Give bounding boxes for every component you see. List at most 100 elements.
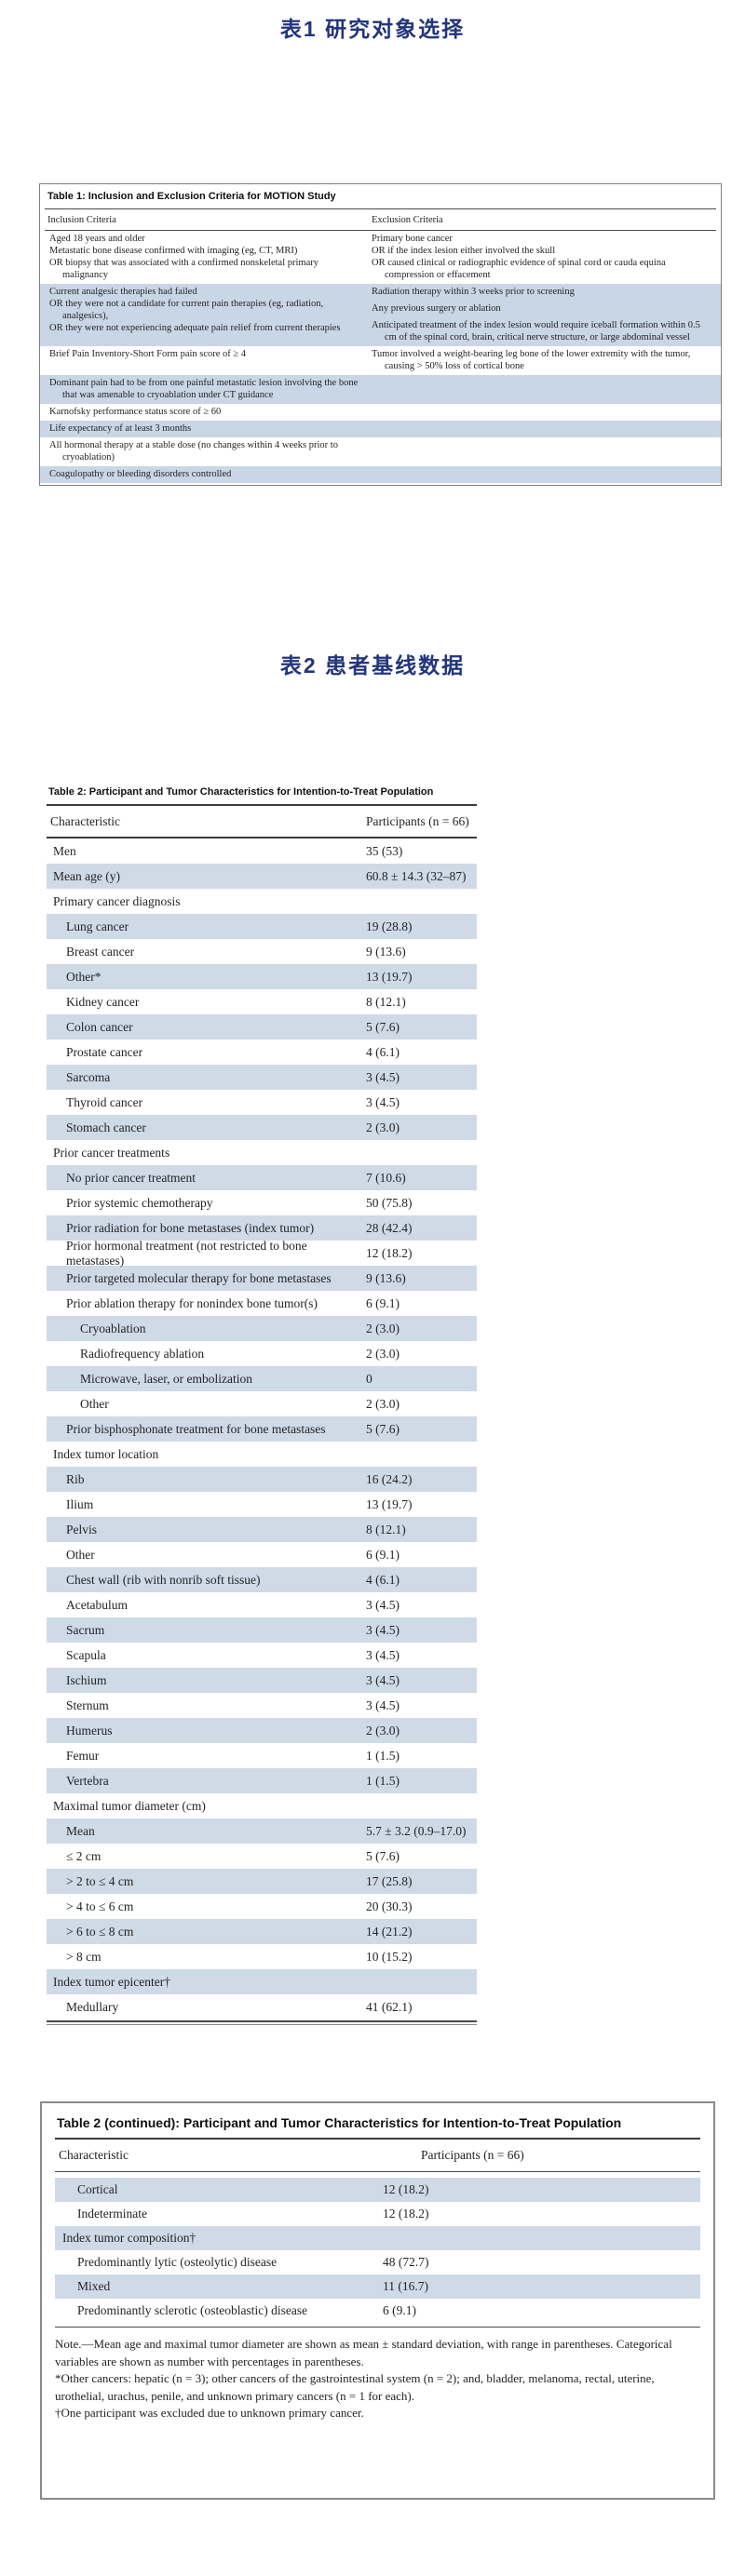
row-value: 12 (18.2) xyxy=(366,1245,413,1260)
table2-continued: Table 2 (continued): Participant and Tum… xyxy=(40,2101,715,2500)
table-row: ≤ 2 cm 5 (7.6) xyxy=(47,1844,477,1869)
table-row: Chest wall (rib with nonrib soft tissue)… xyxy=(47,1567,477,1592)
table-row: Sacrum 3 (4.5) xyxy=(47,1617,477,1643)
table-row: Index tumor composition† xyxy=(55,2226,700,2250)
table2c-col-participants: Participants (n = 66) xyxy=(421,2148,524,2162)
table-row: Rib 16 (24.2) xyxy=(47,1467,477,1492)
row-label: Predominantly sclerotic (osteoblastic) d… xyxy=(77,2303,308,2317)
table-row: Index tumor location xyxy=(47,1442,477,1467)
table-row: Humerus 2 (3.0) xyxy=(47,1718,477,1743)
row-label: Index tumor epicenter† xyxy=(53,1974,170,1989)
table2c-notes: Note.—Mean age and maximal tumor diamete… xyxy=(55,2328,700,2422)
row-value: 14 (21.2) xyxy=(366,1924,413,1939)
table-row: Men 35 (53) xyxy=(47,839,477,864)
row-value: 3 (4.5) xyxy=(366,1597,400,1612)
exclusion-cell: Tumor involved a weight-bearing leg bone… xyxy=(368,348,721,372)
table-row: Index tumor epicenter† xyxy=(47,1969,477,1994)
row-label: Thyroid cancer xyxy=(66,1094,143,1109)
inclusion-item: All hormonal therapy at a stable dose (n… xyxy=(49,440,338,463)
table1-body: Aged 18 years and older Metastatic bone … xyxy=(40,231,721,485)
exclusion-item: Anticipated treatment of the index lesio… xyxy=(372,320,700,342)
table2c-column-headers: Characteristic Participants (n = 66) xyxy=(55,2140,700,2171)
row-value: 9 (13.6) xyxy=(366,1270,406,1285)
table2-column-headers: Characteristic Participants (n = 66) xyxy=(47,806,477,837)
row-label: > 8 cm xyxy=(66,1949,102,1964)
row-label: Prior hormonal treatment (not restricted… xyxy=(66,1238,307,1268)
row-label: Other xyxy=(66,1547,95,1562)
exclusion-cell xyxy=(368,406,721,418)
table2c-body: Cortical 12 (18.2) Indeterminate 12 (18.… xyxy=(55,2172,700,2327)
row-value: 11 (16.7) xyxy=(383,2279,428,2293)
table2c-col-characteristic: Characteristic xyxy=(59,2148,129,2162)
table-row: Lung cancer 19 (28.8) xyxy=(47,914,477,939)
row-label: Medullary xyxy=(66,1999,119,2014)
table-row: Prior hormonal treatment (not restricted… xyxy=(47,1238,477,1268)
table2c-rule-top xyxy=(55,2138,700,2140)
inclusion-item: OR they were not a candidate for current… xyxy=(49,299,324,321)
table2c-rule-header xyxy=(55,2171,700,2172)
row-value: 2 (3.0) xyxy=(366,1321,400,1335)
row-value: 10 (15.2) xyxy=(366,1949,413,1964)
table-row: > 6 to ≤ 8 cm 14 (21.2) xyxy=(47,1919,477,1944)
row-value: 13 (19.7) xyxy=(366,1496,413,1511)
table-row: Aged 18 years and older Metastatic bone … xyxy=(40,231,721,284)
row-value: 19 (28.8) xyxy=(366,919,413,933)
row-label: Cryoablation xyxy=(80,1321,146,1335)
row-label: Cortical xyxy=(77,2182,118,2196)
inclusion-cell: Coagulopathy or bleeding disorders contr… xyxy=(40,468,368,480)
table2-rule-top xyxy=(47,804,477,806)
row-label: Men xyxy=(53,843,76,858)
inclusion-cell: Dominant pain had to be from one painful… xyxy=(40,377,368,401)
table1-column-headers: Inclusion Criteria Exclusion Criteria xyxy=(40,209,721,230)
row-label: Prior targeted molecular therapy for bon… xyxy=(66,1270,332,1285)
row-label: Breast cancer xyxy=(66,944,135,959)
row-value: 50 (75.8) xyxy=(366,1195,413,1210)
exclusion-item: Radiation therapy within 3 weeks prior t… xyxy=(372,287,575,297)
row-value: 2 (3.0) xyxy=(366,1346,400,1361)
row-value: 20 (30.3) xyxy=(366,1898,413,1913)
table2-rule-header xyxy=(47,837,477,839)
row-label: ≤ 2 cm xyxy=(66,1848,102,1863)
row-value: 35 (53) xyxy=(366,843,403,858)
note-text: Note.—Mean age and maximal tumor diamete… xyxy=(55,2337,672,2368)
table-row: Mean 5.7 ± 3.2 (0.9–17.0) xyxy=(47,1818,477,1844)
footnote-dagger: †One participant was excluded due to unk… xyxy=(55,2406,364,2420)
table-row: > 8 cm 10 (15.2) xyxy=(47,1944,477,1969)
table1-rule-header xyxy=(45,230,716,231)
row-value: 1 (1.5) xyxy=(366,1748,400,1763)
row-value: 13 (19.7) xyxy=(366,969,413,984)
footnote-star: *Other cancers: hepatic (n = 3); other c… xyxy=(55,2371,655,2403)
table-row: Mixed 11 (16.7) xyxy=(55,2274,700,2299)
row-value: 3 (4.5) xyxy=(366,1094,400,1109)
table1-rule-top xyxy=(45,208,716,209)
exclusion-cell: Radiation therapy within 3 weeks prior t… xyxy=(368,286,721,343)
table-row: Predominantly lytic (osteolytic) disease… xyxy=(55,2250,700,2274)
inclusion-item: Aged 18 years and older xyxy=(49,234,145,244)
row-value: 8 (12.1) xyxy=(366,1522,406,1536)
table-row: Indeterminate 12 (18.2) xyxy=(55,2202,700,2226)
table2-col-characteristic: Characteristic xyxy=(50,813,120,828)
inclusion-cell: Aged 18 years and older Metastatic bone … xyxy=(40,233,368,281)
row-value: 7 (10.6) xyxy=(366,1170,406,1185)
row-label: Pelvis xyxy=(66,1522,98,1536)
table1-title: Table 1: Inclusion and Exclusion Criteri… xyxy=(47,191,336,202)
table-row: Stomach cancer 2 (3.0) xyxy=(47,1115,477,1140)
table-row: Ilium 13 (19.7) xyxy=(47,1492,477,1517)
row-label: Chest wall (rib with nonrib soft tissue) xyxy=(66,1572,261,1587)
exclusion-item: OR if the index lesion either involved t… xyxy=(372,246,556,256)
table1-col-exclusion: Exclusion Criteria xyxy=(372,215,443,225)
row-label: Radiofrequency ablation xyxy=(80,1346,205,1361)
table-row: Sarcoma 3 (4.5) xyxy=(47,1065,477,1090)
exclusion-cell xyxy=(368,439,721,463)
exclusion-cell xyxy=(368,377,721,401)
inclusion-cell: Brief Pain Inventory-Short Form pain sco… xyxy=(40,348,368,372)
inclusion-item: Dominant pain had to be from one painful… xyxy=(49,378,359,400)
row-value: 17 (25.8) xyxy=(366,1873,413,1888)
row-label: Indeterminate xyxy=(77,2207,147,2220)
row-label: No prior cancer treatment xyxy=(66,1170,196,1185)
table-row: Breast cancer 9 (13.6) xyxy=(47,939,477,964)
table-row: Dominant pain had to be from one painful… xyxy=(40,375,721,404)
table1-inclusion-exclusion: Table 1: Inclusion and Exclusion Criteri… xyxy=(39,183,722,486)
row-label: > 4 to ≤ 6 cm xyxy=(66,1898,134,1913)
row-label: Rib xyxy=(66,1471,85,1486)
